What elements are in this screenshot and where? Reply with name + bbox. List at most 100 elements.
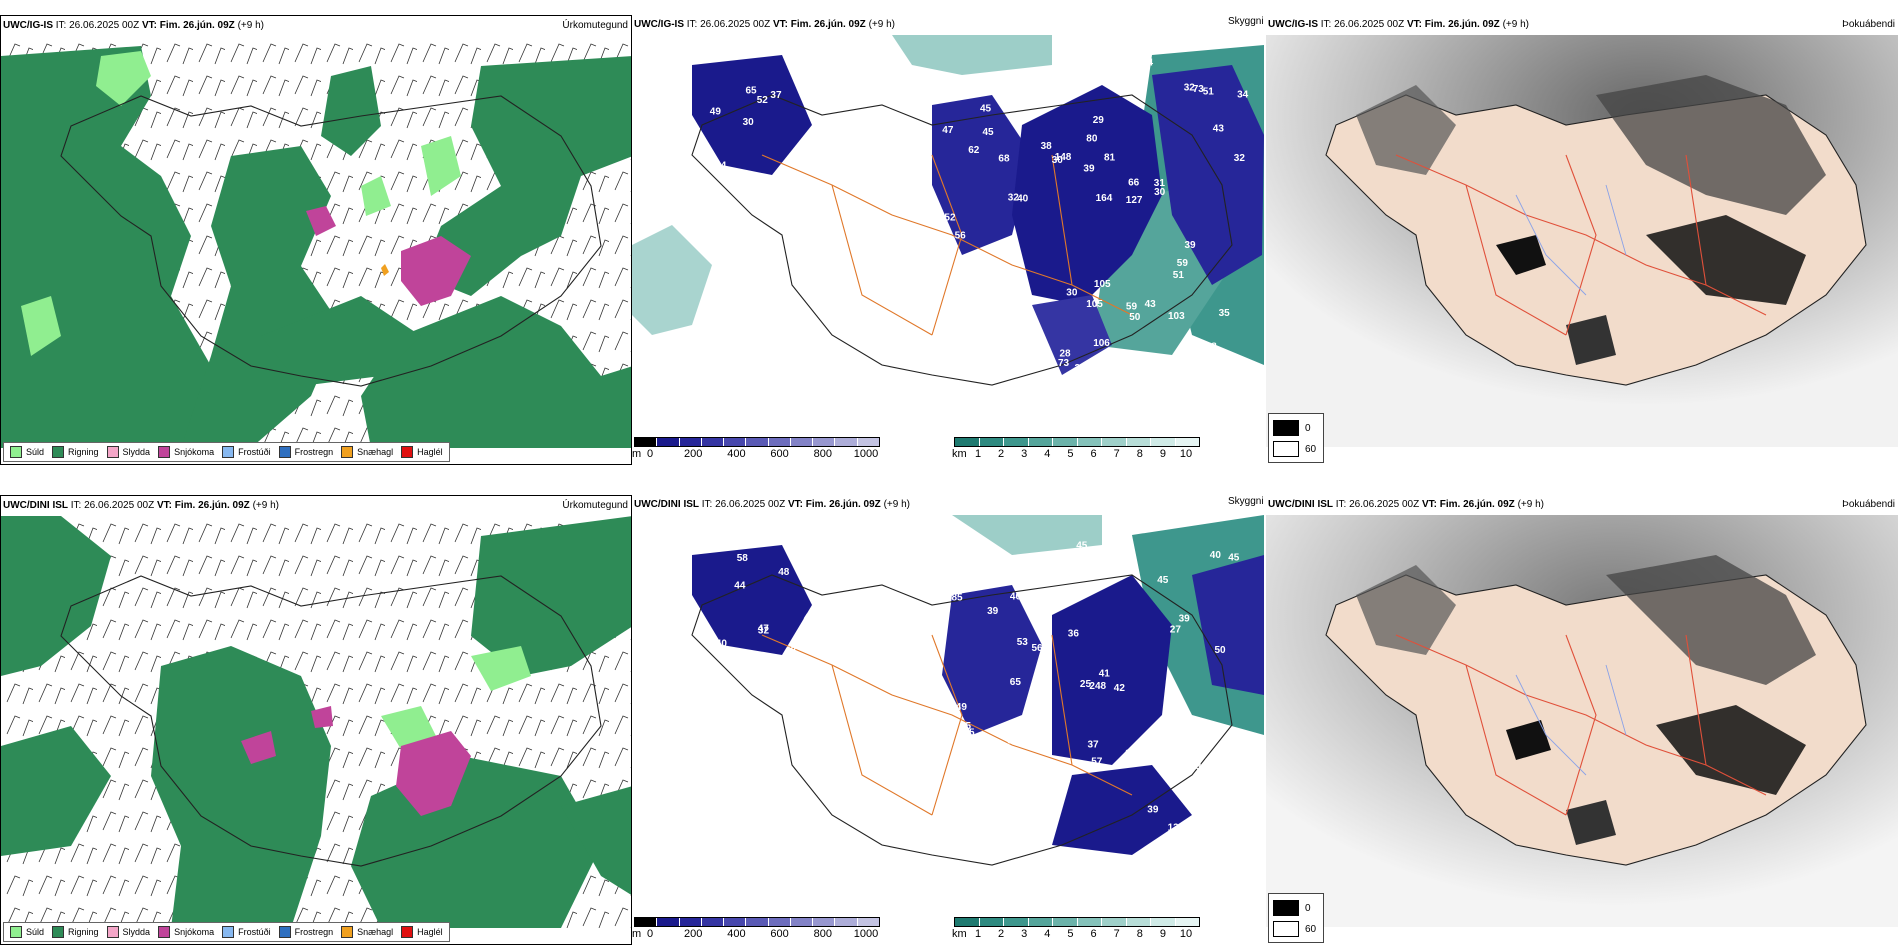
precip-legend-label: Snæhagl — [357, 447, 394, 457]
cloudbase-value: 51 — [1203, 87, 1215, 98]
cloudbase-value: 39 — [1179, 613, 1191, 624]
precip-swatch — [341, 926, 354, 938]
cloudbase-value: 47 — [942, 125, 954, 136]
precip-swatch — [52, 926, 65, 938]
colorbar-segment — [790, 918, 814, 926]
colorbar-segment — [768, 918, 791, 926]
colorbar-tick: 1000 — [853, 928, 879, 940]
cloudbase-value: 80 — [1086, 133, 1098, 144]
precip-legend-label: Frostúði — [238, 447, 271, 457]
colorbar-segment — [1004, 438, 1029, 446]
colorbar-segment — [635, 918, 658, 926]
colorbar-tick: 10 — [1179, 928, 1193, 940]
fog-legend-label: 0 — [1305, 422, 1311, 434]
colorbar-segment — [701, 438, 725, 446]
precip-swatch — [222, 446, 235, 458]
colorbar-segment — [746, 918, 769, 926]
cloudbase-value: 50 — [1215, 645, 1227, 656]
precip-legend-item: Snæhagl — [341, 926, 393, 938]
cloudbase-value: 49 — [710, 106, 722, 117]
colorbar-segment — [1004, 918, 1029, 926]
precip-swatch — [222, 926, 235, 938]
cloudbase-value: 31 — [1196, 761, 1208, 772]
precip-legend-item: Frostúði — [222, 446, 271, 458]
cloudbase-value: 47 — [758, 623, 770, 634]
precip-legend: Súld Rigning Slydda Snjókoma Frostúði Frostre… — [3, 922, 450, 942]
cloudbase-value: 143 — [1148, 359, 1165, 370]
colorbar-tick: 1 — [974, 448, 982, 460]
cloudbase-value: 43 — [1093, 547, 1105, 558]
colorbar-segment — [1175, 918, 1199, 926]
colorbar-segment — [1102, 438, 1127, 446]
precip-swatch — [278, 446, 291, 458]
panel-header: UWC/IG-IS IT: 26.06.2025 00Z VT: Fim. 26… — [1266, 15, 1898, 35]
cloudbase-value: 73 — [1193, 84, 1205, 95]
precip-legend-item: Frostregn — [278, 446, 333, 458]
fog-legend-item: 0 — [1273, 900, 1311, 916]
valid-time: Fim. 26.jún. 09Z — [1439, 499, 1515, 510]
cloudbase-value: 58 — [737, 553, 749, 564]
precip-swatch — [401, 926, 414, 938]
colorbar-segment — [857, 438, 879, 446]
colorbar-segment — [1053, 438, 1078, 446]
cloudbase-value: 32 — [1125, 749, 1137, 760]
model-name: UWC/IG-IS — [634, 19, 684, 30]
panel-title: Úrkomutegund — [562, 20, 628, 31]
cloudbase-unit: m — [632, 448, 642, 460]
valid-time: Fim. 26.jún. 09Z — [1424, 19, 1500, 30]
cloudbase-value: 50 — [1129, 312, 1141, 323]
colorbar-segment — [813, 918, 836, 926]
precip-swatch — [158, 926, 171, 938]
init-time: IT: 26.06.2025 00Z — [1335, 499, 1420, 510]
colorbar-segment — [701, 918, 725, 926]
colorbar-segment — [657, 438, 680, 446]
fog-panel-top: UWC/IG-IS IT: 26.06.2025 00Z VT: Fim. 26… — [1266, 15, 1898, 465]
precip-legend-item: Frostregn — [278, 926, 334, 938]
colorbar-segment — [1077, 438, 1102, 446]
colorbar-segment — [1175, 438, 1199, 446]
cloudbase-value: 37 — [770, 90, 782, 101]
precip-map — [1, 36, 631, 448]
panel-header: UWC/IG-IS IT: 26.06.2025 00Z VT: Fim. 26… — [632, 15, 1264, 35]
colorbar-tick: 0 — [646, 448, 654, 460]
lead-time: (+9 h) — [1502, 19, 1529, 30]
cloudbase-panel-bottom: UWC/DINI ISL IT: 26.06.2025 00Z VT: Fim.… — [632, 495, 1264, 945]
fog-swatch — [1273, 921, 1299, 937]
cloudbase-value: 132 — [1168, 823, 1185, 834]
cloudbase-value: 56 — [955, 231, 967, 242]
cloudbase-value: 34 — [1237, 89, 1249, 100]
colorbar-tick: 800 — [813, 448, 832, 460]
colorbar-segment — [979, 918, 1004, 926]
cloudbase-value: 59 — [1177, 258, 1189, 269]
colorbar-tick: 10 — [1179, 448, 1193, 460]
cloudbase-value: 55 — [960, 721, 972, 732]
colorbar-tick: 4 — [1044, 928, 1051, 940]
cloudbase-value: 47 — [1033, 590, 1045, 601]
precip-legend-item: Rigning — [52, 446, 99, 458]
valid-time: Fim. 26.jún. 09Z — [159, 20, 235, 31]
cloudbase-value: 57 — [1091, 757, 1103, 768]
lead-time: (+9 h) — [1517, 499, 1544, 510]
init-time: IT: 26.06.2025 00Z — [70, 500, 155, 511]
precip-legend-label: Súld — [26, 447, 45, 457]
precip-panel-bottom: UWC/DINI ISL IT: 26.06.2025 00Z VT: Fim.… — [0, 495, 632, 945]
precip-legend-label: Frostregn — [294, 927, 334, 937]
colorbar-segment — [657, 918, 680, 926]
precip-legend-label: Haglél — [417, 927, 443, 937]
precip-legend-label: Slydda — [122, 447, 151, 457]
fog-legend-item: 0 — [1273, 420, 1311, 436]
cloudbase-value: 93 — [1234, 754, 1246, 765]
panel-title: Úrkomutegund — [562, 500, 628, 511]
cloudbase-value: 56 — [1059, 597, 1071, 608]
cloudbase-value: 28 — [1060, 349, 1072, 360]
precip-legend-item: Slydda — [106, 926, 150, 938]
colorbar-segment — [1053, 918, 1078, 926]
cloudbase-value: 43 — [1213, 124, 1225, 135]
cloudbase-value: 148 — [1055, 152, 1072, 163]
colorbar-tick: 1000 — [853, 448, 879, 460]
colorbar-tick: 3 — [1021, 928, 1028, 940]
precip-swatch — [10, 926, 22, 938]
colorbar-segment — [1126, 918, 1151, 926]
cloudbase-value: 45 — [804, 612, 816, 623]
cloudbase-value: 65 — [746, 85, 758, 96]
